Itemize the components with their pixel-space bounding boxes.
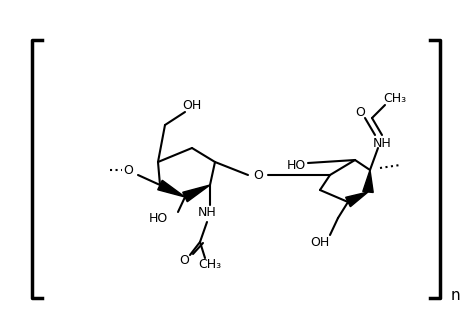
Text: HO: HO — [286, 158, 306, 172]
Text: OH: OH — [310, 235, 329, 248]
Text: O: O — [179, 255, 189, 268]
Text: OH: OH — [182, 99, 201, 112]
Text: NH: NH — [198, 206, 216, 218]
Polygon shape — [363, 170, 373, 193]
Text: O: O — [123, 163, 133, 177]
Text: CH₃: CH₃ — [199, 259, 221, 272]
Polygon shape — [346, 192, 368, 207]
Text: O: O — [253, 169, 263, 182]
Text: CH₃: CH₃ — [383, 92, 407, 105]
Text: O: O — [355, 106, 365, 119]
Polygon shape — [158, 180, 185, 197]
Text: NH: NH — [373, 136, 392, 149]
Text: n: n — [450, 288, 460, 302]
Text: HO: HO — [149, 211, 168, 224]
Polygon shape — [183, 185, 210, 202]
